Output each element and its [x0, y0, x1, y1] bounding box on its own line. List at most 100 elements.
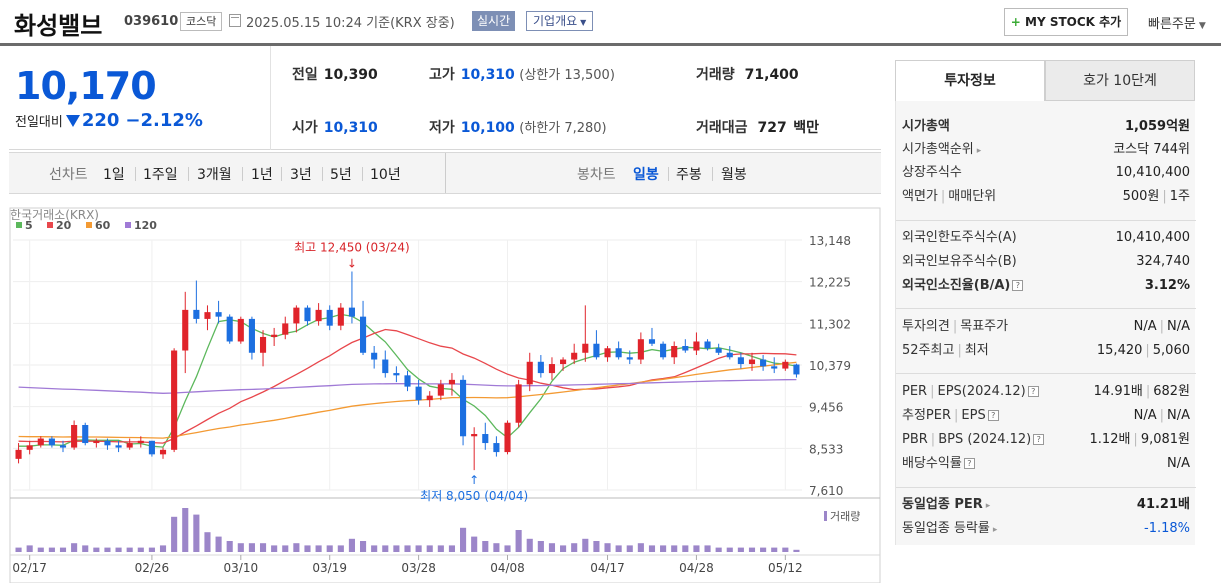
candle-body [782, 361, 789, 369]
caret-right-icon: ▸ [985, 501, 991, 511]
period-3y[interactable]: 3년 [290, 167, 312, 183]
candle-body [371, 352, 378, 360]
volume-bar [782, 547, 789, 552]
market-cap-row: 시가총액 1,059억원 [902, 119, 1190, 134]
divider [896, 487, 1196, 488]
tab-quote-10[interactable]: 호가 10단계 [1045, 60, 1195, 101]
volume-bar [104, 547, 111, 552]
volume-bar [15, 547, 22, 552]
x-tick-label: 04/17 [590, 561, 625, 575]
min-annotation: 최저 8,050 (04/04) [420, 489, 528, 503]
company-overview-dropdown[interactable]: 기업개요 ▼ [526, 11, 594, 31]
volume-bar [526, 538, 533, 552]
candle-body [460, 379, 467, 437]
candle-body [148, 440, 155, 455]
divider [712, 167, 713, 181]
volume-bar [682, 545, 689, 552]
help-icon: ? [1012, 280, 1024, 291]
candle-body [104, 440, 111, 446]
volume-bar [193, 514, 200, 552]
candle-body [382, 359, 389, 374]
period-1w[interactable]: 1주일 [143, 167, 178, 183]
period-1y[interactable]: 1년 [251, 167, 273, 183]
volume-bar [293, 543, 300, 552]
candle-body [171, 350, 178, 450]
stock-header: 화성밸브 039610 코스닥 2025.05.15 10:24 기준(KRX … [0, 0, 1221, 46]
volume-bar [115, 547, 122, 552]
market-cap-rank-row: 시가총액순위 ▸ 코스닥 744위 [902, 142, 1190, 157]
divider [135, 167, 136, 181]
x-tick-label: 04/08 [490, 561, 525, 575]
candle-body [248, 318, 255, 353]
help-icon: ? [963, 458, 975, 469]
candle-daily[interactable]: 일봉 [633, 167, 659, 183]
down-triangle-icon [65, 115, 80, 127]
candle-body [304, 307, 311, 322]
volume-bar [59, 547, 67, 552]
volume-bar [760, 547, 767, 552]
candle-body [626, 357, 633, 360]
volume-bar [359, 541, 367, 552]
high-price: 고가 10,310 (상한가 13,500) [429, 67, 615, 83]
ma-line-5 [18, 313, 797, 448]
foreign-ratio-row: 외국인소진율(B/A)? 3.12% [902, 278, 1190, 293]
volume-bar [771, 547, 778, 552]
industry-rate-row: 동일업종 등락률 ▸ -1.18% [902, 521, 1190, 536]
candle-body [59, 445, 67, 448]
volume-bar [604, 543, 611, 552]
open-price: 시가 10,310 [292, 120, 378, 136]
period-10y[interactable]: 10년 [370, 167, 401, 183]
volume-bar [126, 547, 133, 552]
quick-order-button[interactable]: 빠른주문 ▼ [1148, 13, 1206, 32]
shares-row: 상장주식수 10,410,400 [902, 165, 1190, 180]
volume-bar [426, 545, 433, 552]
volume-bar [226, 541, 233, 552]
candle-body [193, 309, 200, 319]
candle-body [315, 309, 322, 322]
divider [281, 167, 282, 181]
candle-body [15, 449, 22, 459]
per-row: PER | EPS(2024.12)? 14.91배 | 682원 [902, 384, 1190, 399]
volume-bar [93, 547, 100, 552]
chevron-down-icon: ▼ [580, 18, 587, 27]
candle-body [237, 318, 244, 342]
ma-legend-label: 20 [56, 219, 72, 232]
volume-bar [26, 545, 33, 552]
volume-bar [382, 545, 389, 552]
candle-body [571, 352, 578, 360]
volume-bar [726, 547, 733, 552]
pbr-row: PBR | BPS (2024.12)? 1.12배 | 9,081원 [902, 432, 1190, 447]
tab-investment-info[interactable]: 투자정보 [895, 60, 1045, 101]
period-1d[interactable]: 1일 [103, 167, 125, 183]
add-mystock-button[interactable]: + MY STOCK 추가 [1004, 8, 1128, 36]
y-tick-label: 7,610 [809, 484, 843, 498]
candle-body [682, 345, 689, 351]
volume-bar [548, 543, 556, 552]
period-5y[interactable]: 5년 [330, 167, 352, 183]
foreign-hold-row: 외국인보유주식수(B) 324,740 [902, 254, 1190, 269]
y-tick-label: 8,533 [809, 442, 843, 456]
candle-body [282, 323, 289, 335]
dividend-row: 배당수익률? N/A [902, 456, 1190, 471]
volume-bar [471, 536, 478, 552]
candle-body [493, 443, 500, 453]
realtime-button[interactable]: 실시간 [472, 11, 516, 31]
candle-body [482, 434, 489, 444]
candle-weekly[interactable]: 주봉 [676, 167, 702, 183]
candle-body [515, 384, 522, 423]
market-badge: 코스닥 [180, 12, 223, 31]
divider [445, 153, 446, 193]
y-tick-label: 11,302 [809, 317, 851, 331]
volume-bar [37, 547, 44, 552]
volume-bar [248, 543, 255, 552]
volume-bar [737, 547, 744, 552]
par-row: 액면가 | 매매단위 500원 | 1주 [902, 189, 1190, 204]
x-tick-label: 04/28 [679, 561, 714, 575]
candle-body [471, 434, 478, 437]
x-tick-label: 05/12 [768, 561, 803, 575]
volume-bar [793, 549, 800, 552]
candle-monthly[interactable]: 월봉 [721, 167, 747, 183]
divider [896, 308, 1196, 309]
max-annotation: 최고 12,450 (03/24) [294, 241, 410, 255]
period-3m[interactable]: 3개월 [197, 167, 232, 183]
